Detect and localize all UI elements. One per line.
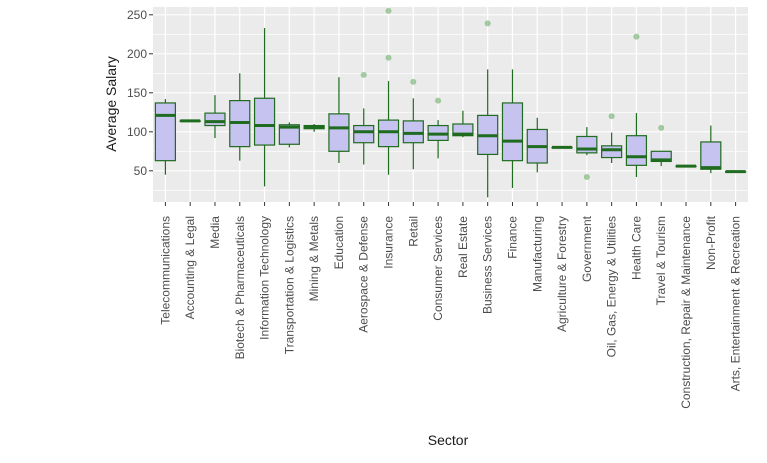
outlier-point (658, 124, 665, 131)
box-iqr (452, 123, 474, 137)
box-20 (625, 33, 648, 178)
box-23 (700, 125, 722, 174)
box-7 (303, 124, 325, 132)
box-11 (402, 78, 424, 170)
box-24 (725, 170, 747, 174)
box-iqr (700, 141, 722, 170)
box-6 (278, 122, 300, 148)
box-iqr (377, 119, 400, 148)
box-22 (675, 164, 697, 168)
x-tick-label: Biotech & Pharmaceuticals (233, 216, 247, 359)
x-tick-label: Oil, Gas, Energy & Utilities (605, 216, 619, 357)
box-13 (452, 110, 474, 138)
box-17 (551, 145, 573, 149)
box-21 (650, 124, 672, 167)
box-iqr (253, 97, 276, 146)
x-tick-label: Non-Profit (704, 215, 718, 270)
box-iqr (625, 135, 648, 166)
outlier-point (360, 71, 367, 78)
box-15 (501, 69, 524, 188)
y-tick-label: 200 (127, 47, 147, 61)
box-iqr (353, 124, 375, 144)
box-iqr (278, 124, 300, 145)
box-iqr (601, 145, 623, 159)
x-tick-label: Transportation & Logistics (282, 216, 296, 354)
outlier-point (385, 7, 392, 14)
outlier-point (484, 20, 491, 27)
boxplot-series (154, 7, 747, 198)
x-tick-label: Finance (505, 216, 519, 259)
x-tick-label: Information Technology (258, 216, 272, 340)
box-9 (353, 71, 375, 165)
x-tick-label: Retail (406, 216, 420, 247)
x-tick-label: Consumer Services (431, 216, 445, 321)
box-iqr (501, 102, 524, 162)
x-axis-ticks: Telecommunications Accounting & Legal Medi… (158, 202, 743, 409)
x-tick-label: Health Care (629, 216, 643, 280)
y-axis-ticks: 50 100 150 200 250 (127, 8, 153, 178)
y-tick-label: 150 (127, 86, 147, 100)
x-tick-label: Aerospace & Defense (357, 216, 371, 333)
box-4 (229, 73, 251, 161)
outlier-point (608, 113, 615, 120)
x-axis-title: Sector (428, 432, 469, 448)
box-iqr (650, 150, 672, 163)
box-12 (427, 97, 449, 159)
box-14 (477, 20, 499, 198)
box-2 (179, 119, 201, 123)
outlier-point (633, 33, 640, 40)
outlier-point (410, 78, 417, 85)
box-18 (576, 127, 598, 181)
outlier-point (435, 97, 442, 104)
x-tick-label: Education (332, 216, 346, 269)
x-tick-label: Media (208, 216, 222, 249)
x-tick-label: Telecommunications (158, 216, 172, 325)
plot-panel (153, 7, 748, 202)
x-tick-label: Business Services (481, 216, 495, 314)
x-tick-label: Mining & Metals (307, 216, 321, 301)
x-tick-label: Construction, Repair & Maintenance (679, 216, 693, 409)
x-tick-label: Accounting & Legal (183, 216, 197, 319)
box-iqr (204, 112, 226, 127)
y-tick-label: 50 (134, 164, 148, 178)
box-iqr (402, 120, 424, 144)
outlier-point (583, 174, 590, 181)
y-tick-label: 100 (127, 125, 147, 139)
box-1 (154, 99, 176, 175)
x-tick-label: Arts, Entertainment & Recreation (729, 216, 743, 391)
box-5 (253, 28, 276, 187)
y-axis-title: Average Salary (103, 56, 119, 151)
x-tick-label: Insurance (382, 216, 396, 269)
box-iqr (154, 102, 176, 162)
box-iqr (328, 113, 350, 152)
box-3 (204, 95, 226, 139)
x-tick-label: Travel & Tourism (654, 216, 668, 305)
x-tick-label: Agriculture & Forestry (555, 216, 569, 332)
box-8 (328, 77, 350, 163)
box-19 (601, 113, 623, 163)
outlier-point (385, 54, 392, 61)
box-16 (526, 117, 548, 173)
x-tick-label: Manufacturing (530, 216, 544, 292)
x-tick-label: Real Estate (456, 216, 470, 278)
y-tick-label: 250 (127, 8, 147, 22)
box-10 (377, 7, 400, 175)
x-tick-label: Government (580, 215, 594, 282)
